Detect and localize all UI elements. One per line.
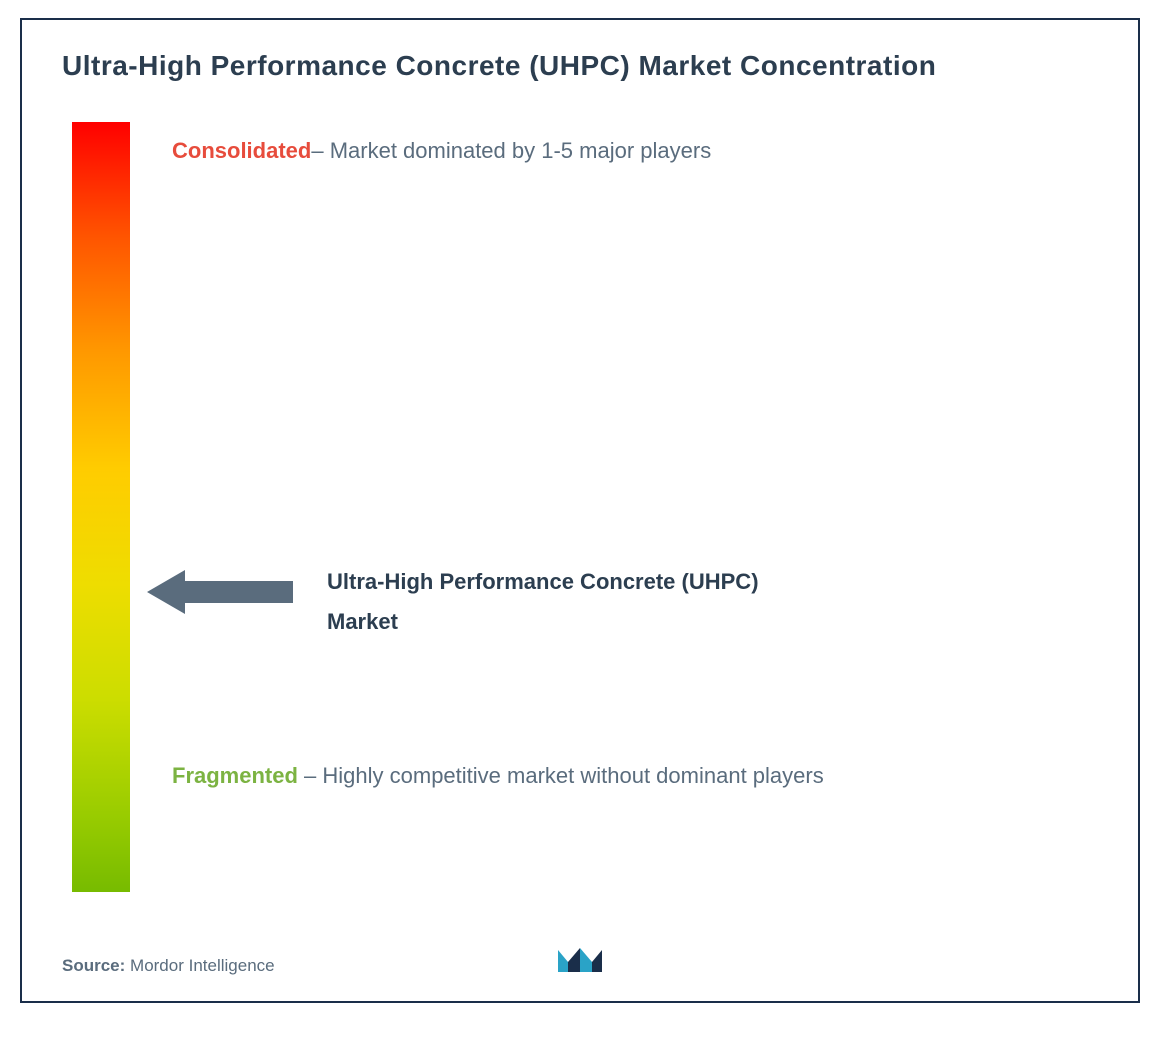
pointer-line1: Ultra-High Performance Concrete (UHPC)	[327, 562, 1027, 602]
mordor-logo-icon	[556, 942, 604, 979]
chart-content: Consolidated– Market dominated by 1-5 ma…	[62, 122, 1098, 902]
source-value: Mordor Intelligence	[130, 956, 275, 975]
source-label: Source:	[62, 956, 125, 975]
chart-title: Ultra-High Performance Concrete (UHPC) M…	[62, 50, 1098, 82]
consolidated-highlight: Consolidated	[172, 138, 311, 163]
arrow-icon	[147, 577, 297, 607]
fragmented-highlight: Fragmented	[172, 763, 298, 788]
fragmented-label: Fragmented – Highly competitive market w…	[172, 752, 824, 800]
source-attribution: Source: Mordor Intelligence	[62, 956, 275, 976]
concentration-scale-bar	[72, 122, 130, 892]
consolidated-label: Consolidated– Market dominated by 1-5 ma…	[172, 127, 711, 175]
fragmented-desc: – Highly competitive market without domi…	[298, 763, 824, 788]
pointer-label: Ultra-High Performance Concrete (UHPC) M…	[327, 562, 1027, 641]
pointer-arrow	[147, 577, 297, 607]
chart-container: Ultra-High Performance Concrete (UHPC) M…	[20, 18, 1140, 1003]
consolidated-desc: – Market dominated by 1-5 major players	[311, 138, 711, 163]
pointer-line2: Market	[327, 602, 1027, 642]
